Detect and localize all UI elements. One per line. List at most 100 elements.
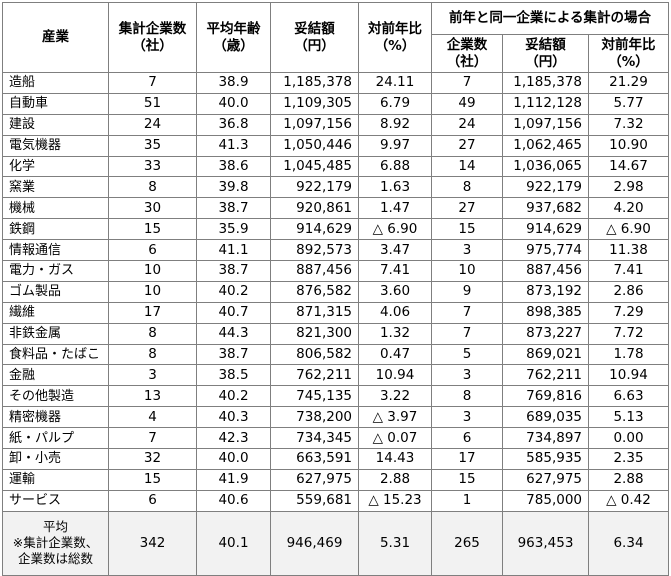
cell-industry: 化学: [2, 155, 109, 178]
cell-yoy: △ 15.23: [358, 489, 432, 512]
table-row: 建設 24 36.8 1,097,156 8.92 24 1,097,156 7.32: [2, 113, 669, 136]
cell-yoy: 1.63: [358, 176, 432, 199]
table-row: 運輸 15 41.9 627,975 2.88 15 627,975 2.88: [2, 468, 669, 491]
cell-group-yoy: 7.29: [588, 301, 669, 324]
cell-companies: 7: [108, 72, 197, 94]
cell-yoy: 1.32: [358, 322, 432, 345]
cell-amount: 627,975: [270, 468, 359, 491]
header-avg-age-label: 平均年齢: [206, 20, 261, 37]
cell-group-companies: 3: [431, 239, 503, 262]
cell-companies: 30: [108, 197, 197, 220]
header-group-yoy-label: 対前年比: [601, 36, 656, 53]
cell-group-amount: 869,021: [502, 343, 589, 366]
table-row: 電気機器 35 41.3 1,050,446 9.97 27 1,062,465 10.90: [2, 134, 669, 157]
average-companies: 342: [108, 510, 197, 576]
cell-yoy: 10.94: [358, 364, 432, 387]
cell-yoy: △ 0.07: [358, 427, 432, 450]
cell-amount: 914,629: [270, 218, 359, 241]
cell-group-yoy: 1.78: [588, 343, 669, 366]
table-row: 化学 33 38.6 1,045,485 6.88 14 1,036,065 14.67: [2, 155, 669, 178]
cell-industry: 情報通信: [2, 239, 109, 262]
table-row: 非鉄金属 8 44.3 821,300 1.32 7 873,227 7.72: [2, 322, 669, 345]
cell-companies: 3: [108, 364, 197, 387]
cell-avg-age: 38.5: [196, 364, 271, 387]
header-group-yoy-unit: （%）: [608, 53, 649, 70]
header-amount-unit: （円）: [294, 37, 335, 54]
cell-amount: 745,135: [270, 385, 359, 408]
cell-companies: 51: [108, 92, 197, 115]
cell-group-amount: 914,629: [502, 218, 589, 241]
header-avg-age: 平均年齢 （歳）: [196, 2, 271, 73]
cell-companies: 24: [108, 113, 197, 136]
cell-companies: 7: [108, 427, 197, 450]
average-label-note-2: 企業数は総数: [17, 551, 93, 567]
table-row: 窯業 8 39.8 922,179 1.63 8 922,179 2.98: [2, 176, 669, 199]
average-row: 平均 ※集計企業数、 企業数は総数 342 40.1 946,469 5.31 …: [2, 510, 669, 576]
table-row: 食料品・たばこ 8 38.7 806,582 0.47 5 869,021 1.78: [2, 343, 669, 366]
cell-companies: 4: [108, 406, 197, 429]
cell-group-amount: 922,179: [502, 176, 589, 199]
cell-group-companies: 8: [431, 385, 503, 408]
cell-group-yoy: 21.29: [588, 72, 669, 94]
cell-yoy: 2.88: [358, 468, 432, 491]
cell-companies: 15: [108, 218, 197, 241]
cell-avg-age: 42.3: [196, 427, 271, 450]
table-row: サービス 6 40.6 559,681 △ 15.23 1 785,000 △ 0.42: [2, 489, 669, 512]
cell-group-yoy: 14.67: [588, 155, 669, 178]
average-group-amount: 963,453: [502, 510, 589, 576]
table-row: 紙・パルプ 7 42.3 734,345 △ 0.07 6 734,897 0.00: [2, 427, 669, 450]
cell-group-yoy: 10.90: [588, 134, 669, 157]
cell-group-yoy: △ 6.90: [588, 218, 669, 241]
cell-industry: 電気機器: [2, 134, 109, 157]
cell-yoy: 24.11: [358, 72, 432, 94]
cell-amount: 762,211: [270, 364, 359, 387]
cell-amount: 738,200: [270, 406, 359, 429]
cell-yoy: △ 6.90: [358, 218, 432, 241]
cell-companies: 10: [108, 260, 197, 282]
table-row: 繊維 17 40.7 871,315 4.06 7 898,385 7.29: [2, 301, 669, 324]
average-amount: 946,469: [270, 510, 359, 576]
cell-yoy: 4.06: [358, 301, 432, 324]
cell-amount: 734,345: [270, 427, 359, 450]
table-row: 機械 30 38.7 920,861 1.47 27 937,682 4.20: [2, 197, 669, 220]
cell-industry: 精密機器: [2, 406, 109, 429]
header-amount-label: 妥結額: [294, 20, 335, 37]
cell-group-companies: 17: [431, 448, 503, 470]
cell-group-yoy: 5.13: [588, 406, 669, 429]
header-companies-unit: （社）: [132, 37, 173, 54]
cell-companies: 17: [108, 301, 197, 324]
cell-avg-age: 41.9: [196, 468, 271, 491]
cell-group-amount: 937,682: [502, 197, 589, 220]
cell-industry: 非鉄金属: [2, 322, 109, 345]
header-group-amount-label: 妥結額: [525, 36, 566, 53]
header-yoy-label: 対前年比: [368, 20, 422, 37]
cell-avg-age: 44.3: [196, 322, 271, 345]
cell-companies: 6: [108, 489, 197, 512]
cell-avg-age: 40.7: [196, 301, 271, 324]
cell-amount: 663,591: [270, 448, 359, 470]
cell-avg-age: 38.6: [196, 155, 271, 178]
cell-yoy: 14.43: [358, 448, 432, 470]
cell-companies: 15: [108, 468, 197, 491]
table-row: ゴム製品 10 40.2 876,582 3.60 9 873,192 2.86: [2, 280, 669, 303]
cell-group-amount: 898,385: [502, 301, 589, 324]
cell-group-companies: 5: [431, 343, 503, 366]
cell-avg-age: 38.7: [196, 260, 271, 282]
cell-industry: 窯業: [2, 176, 109, 199]
cell-yoy: 1.47: [358, 197, 432, 220]
cell-group-companies: 15: [431, 218, 503, 241]
cell-group-yoy: 7.32: [588, 113, 669, 136]
cell-avg-age: 41.3: [196, 134, 271, 157]
header-amount: 妥結額 （円）: [270, 2, 359, 73]
cell-group-amount: 1,112,128: [502, 92, 589, 115]
cell-avg-age: 40.0: [196, 448, 271, 470]
cell-industry: 電力・ガス: [2, 260, 109, 282]
cell-group-yoy: 0.00: [588, 427, 669, 450]
cell-group-amount: 975,774: [502, 239, 589, 262]
average-label: 平均 ※集計企業数、 企業数は総数: [2, 510, 109, 576]
cell-yoy: 0.47: [358, 343, 432, 366]
cell-group-companies: 7: [431, 322, 503, 345]
cell-companies: 8: [108, 322, 197, 345]
cell-group-yoy: 2.88: [588, 468, 669, 491]
cell-group-amount: 585,935: [502, 448, 589, 470]
